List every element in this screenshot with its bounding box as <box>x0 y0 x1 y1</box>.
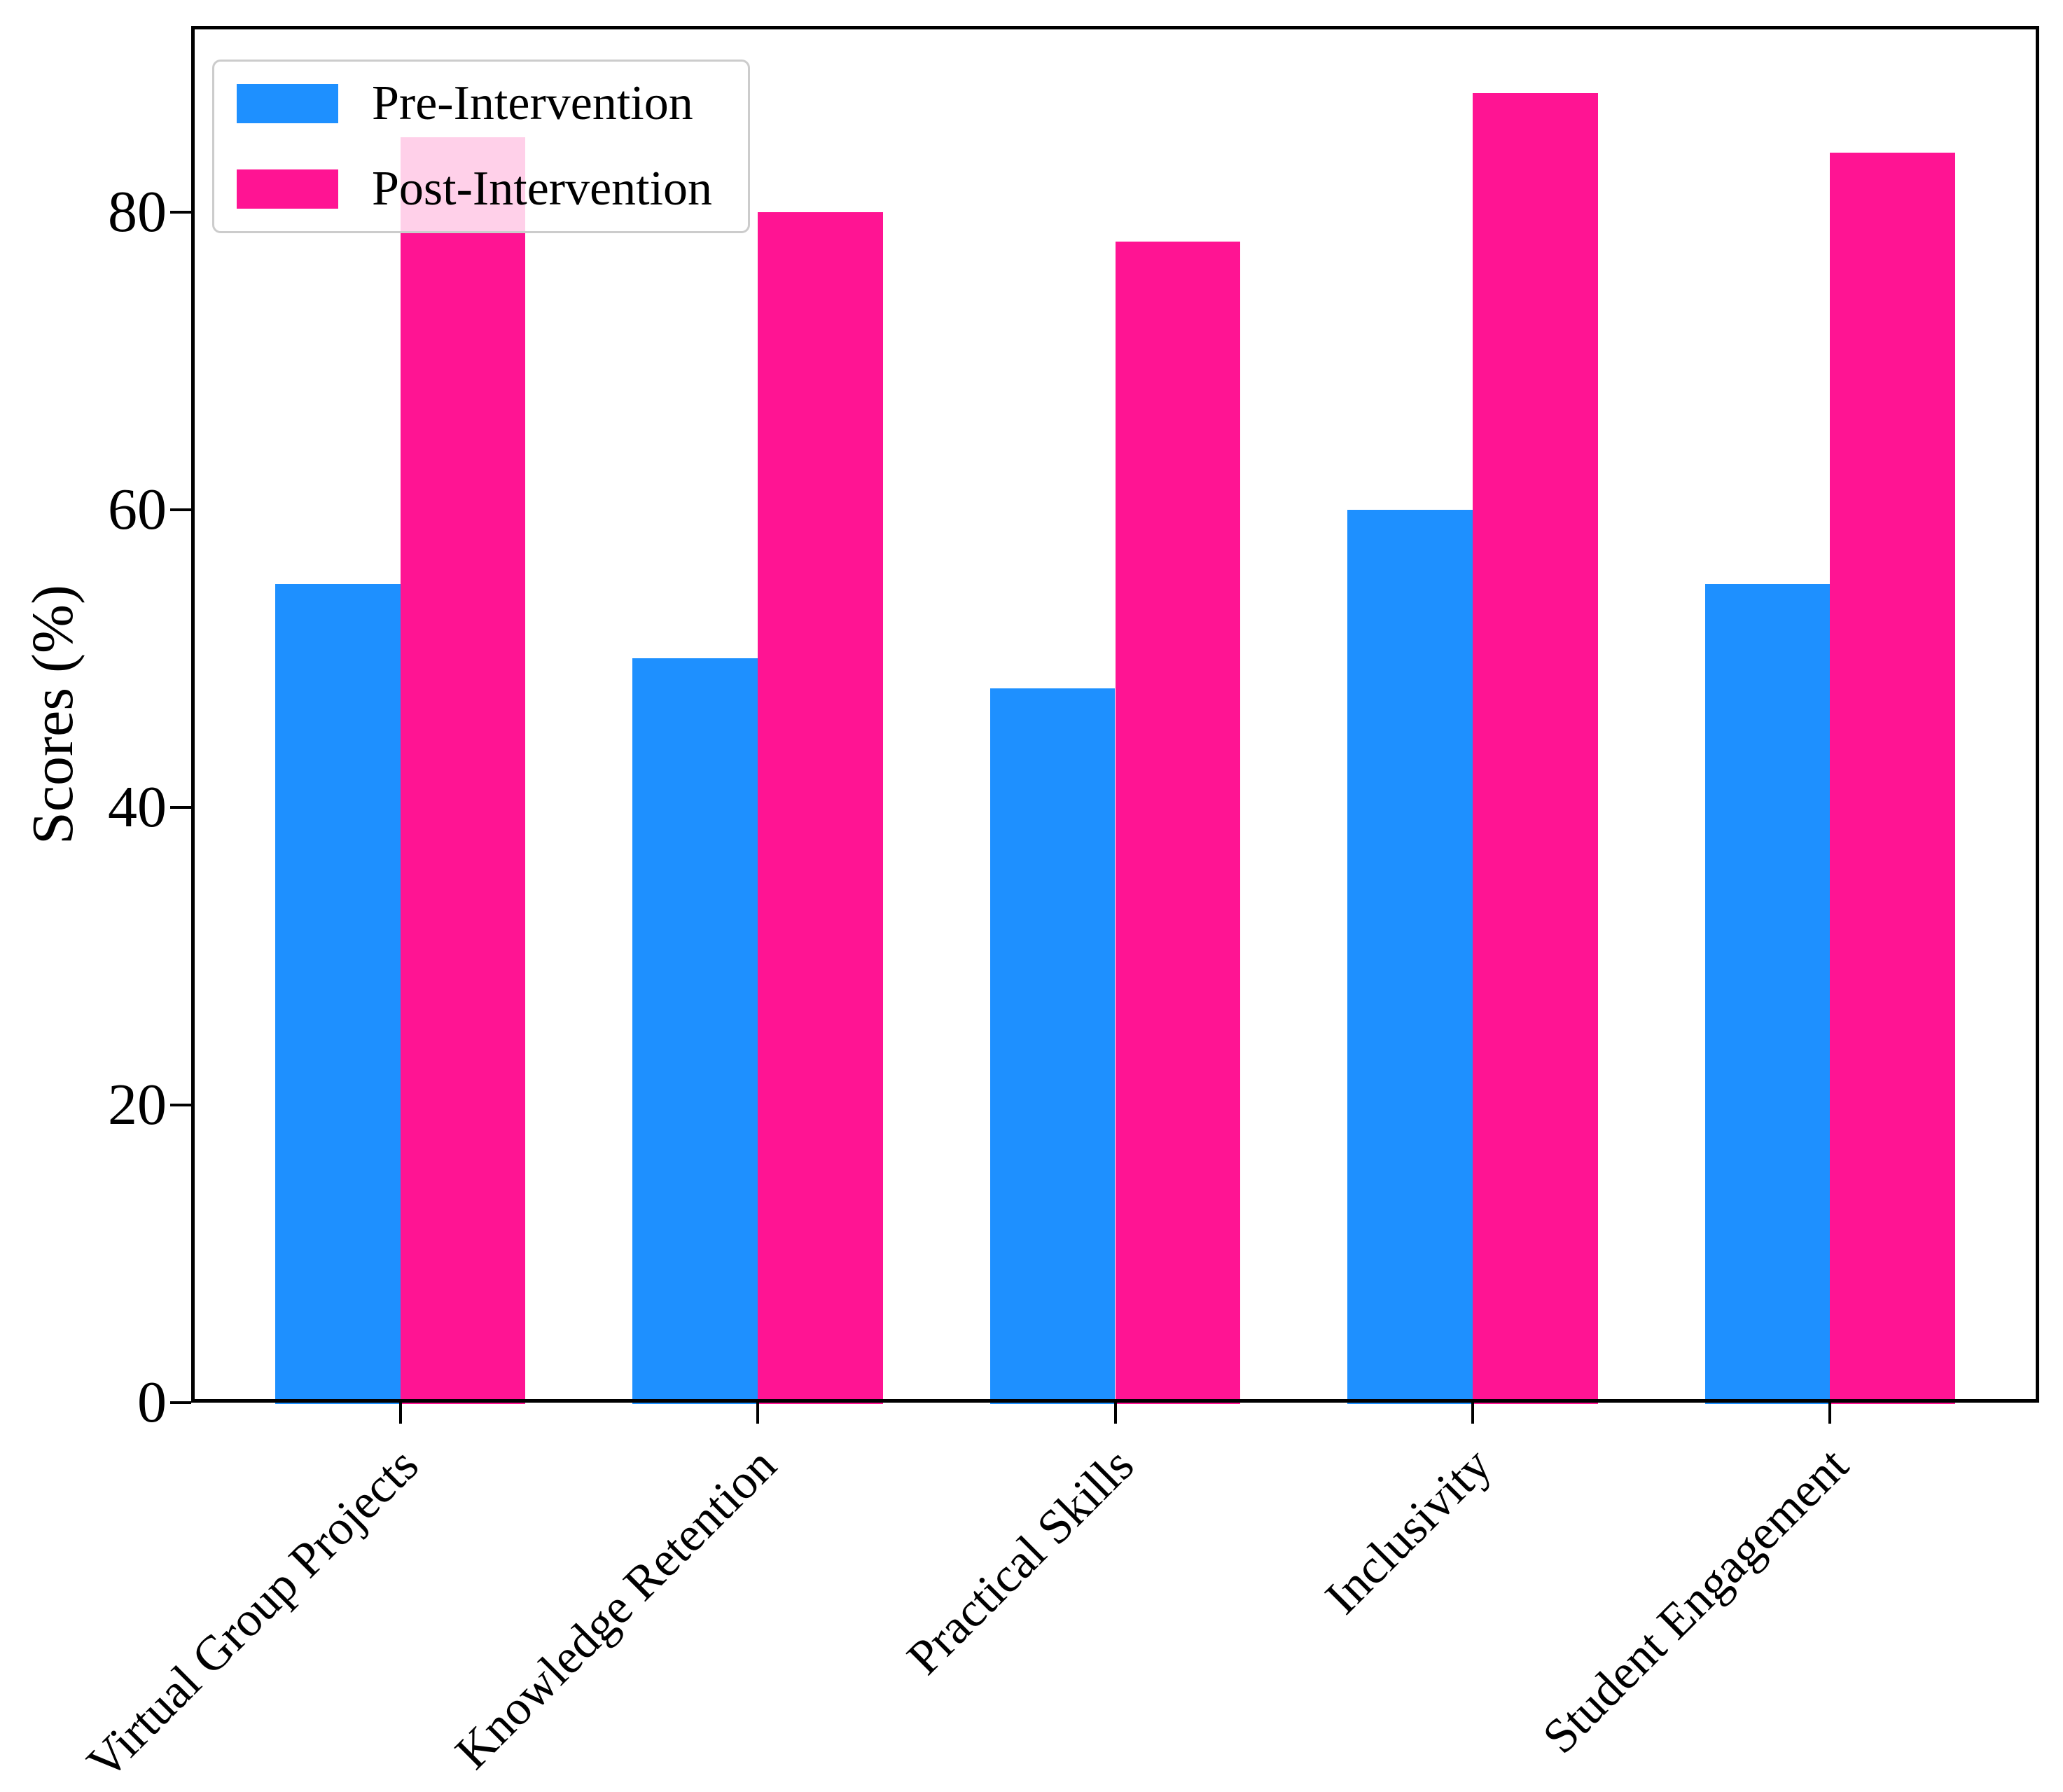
bar-pre-intervention <box>1347 509 1473 1404</box>
y-axis-tick-mark <box>170 805 191 809</box>
bar-post-intervention <box>1472 92 1598 1404</box>
bar-post-intervention <box>400 137 526 1404</box>
y-axis-tick-label: 80 <box>108 179 167 244</box>
legend: Pre-Intervention Post-Intervention <box>212 60 750 233</box>
y-axis-tick-mark <box>170 1401 191 1404</box>
bar-pre-intervention <box>632 658 758 1404</box>
x-axis-tick-mark <box>1113 1403 1117 1424</box>
x-axis-tick-label: Inclusivity <box>1314 1438 1501 1625</box>
y-axis-tick-mark <box>170 210 191 214</box>
y-axis-tick-label: 0 <box>137 1370 167 1435</box>
x-axis-tick-mark <box>398 1403 402 1424</box>
legend-label-pre-intervention: Pre-Intervention <box>372 76 693 130</box>
bar-post-intervention <box>1830 152 1956 1404</box>
bar-post-intervention <box>1115 242 1241 1404</box>
y-axis-tick-mark <box>170 1103 191 1106</box>
y-axis-tick-label: 40 <box>108 774 167 840</box>
legend-label-post-intervention: Post-Intervention <box>372 162 713 216</box>
x-axis-tick-mark <box>1828 1403 1832 1424</box>
bar-post-intervention <box>758 211 883 1404</box>
legend-item-post-intervention: Post-Intervention <box>237 164 727 214</box>
bar-pre-intervention <box>275 584 401 1404</box>
x-axis-tick-label: Knowledge Retention <box>445 1438 787 1780</box>
x-axis-tick-label: Practical Skills <box>896 1438 1144 1686</box>
bar-pre-intervention <box>1704 584 1831 1404</box>
x-axis-tick-mark <box>756 1403 760 1424</box>
y-axis-tick-label: 60 <box>108 476 167 542</box>
legend-item-pre-intervention: Pre-Intervention <box>237 78 727 129</box>
y-axis-tick-label: 20 <box>108 1071 167 1137</box>
x-axis-tick-label: Virtual Group Projects <box>77 1438 429 1790</box>
x-axis-tick-mark <box>1471 1403 1474 1424</box>
x-axis-tick-label: Student Engagement <box>1532 1438 1859 1765</box>
legend-swatch-post-intervention-icon <box>237 169 338 209</box>
bar-pre-intervention <box>989 688 1116 1404</box>
legend-swatch-pre-intervention-icon <box>237 84 338 123</box>
y-axis-tick-mark <box>170 508 191 511</box>
